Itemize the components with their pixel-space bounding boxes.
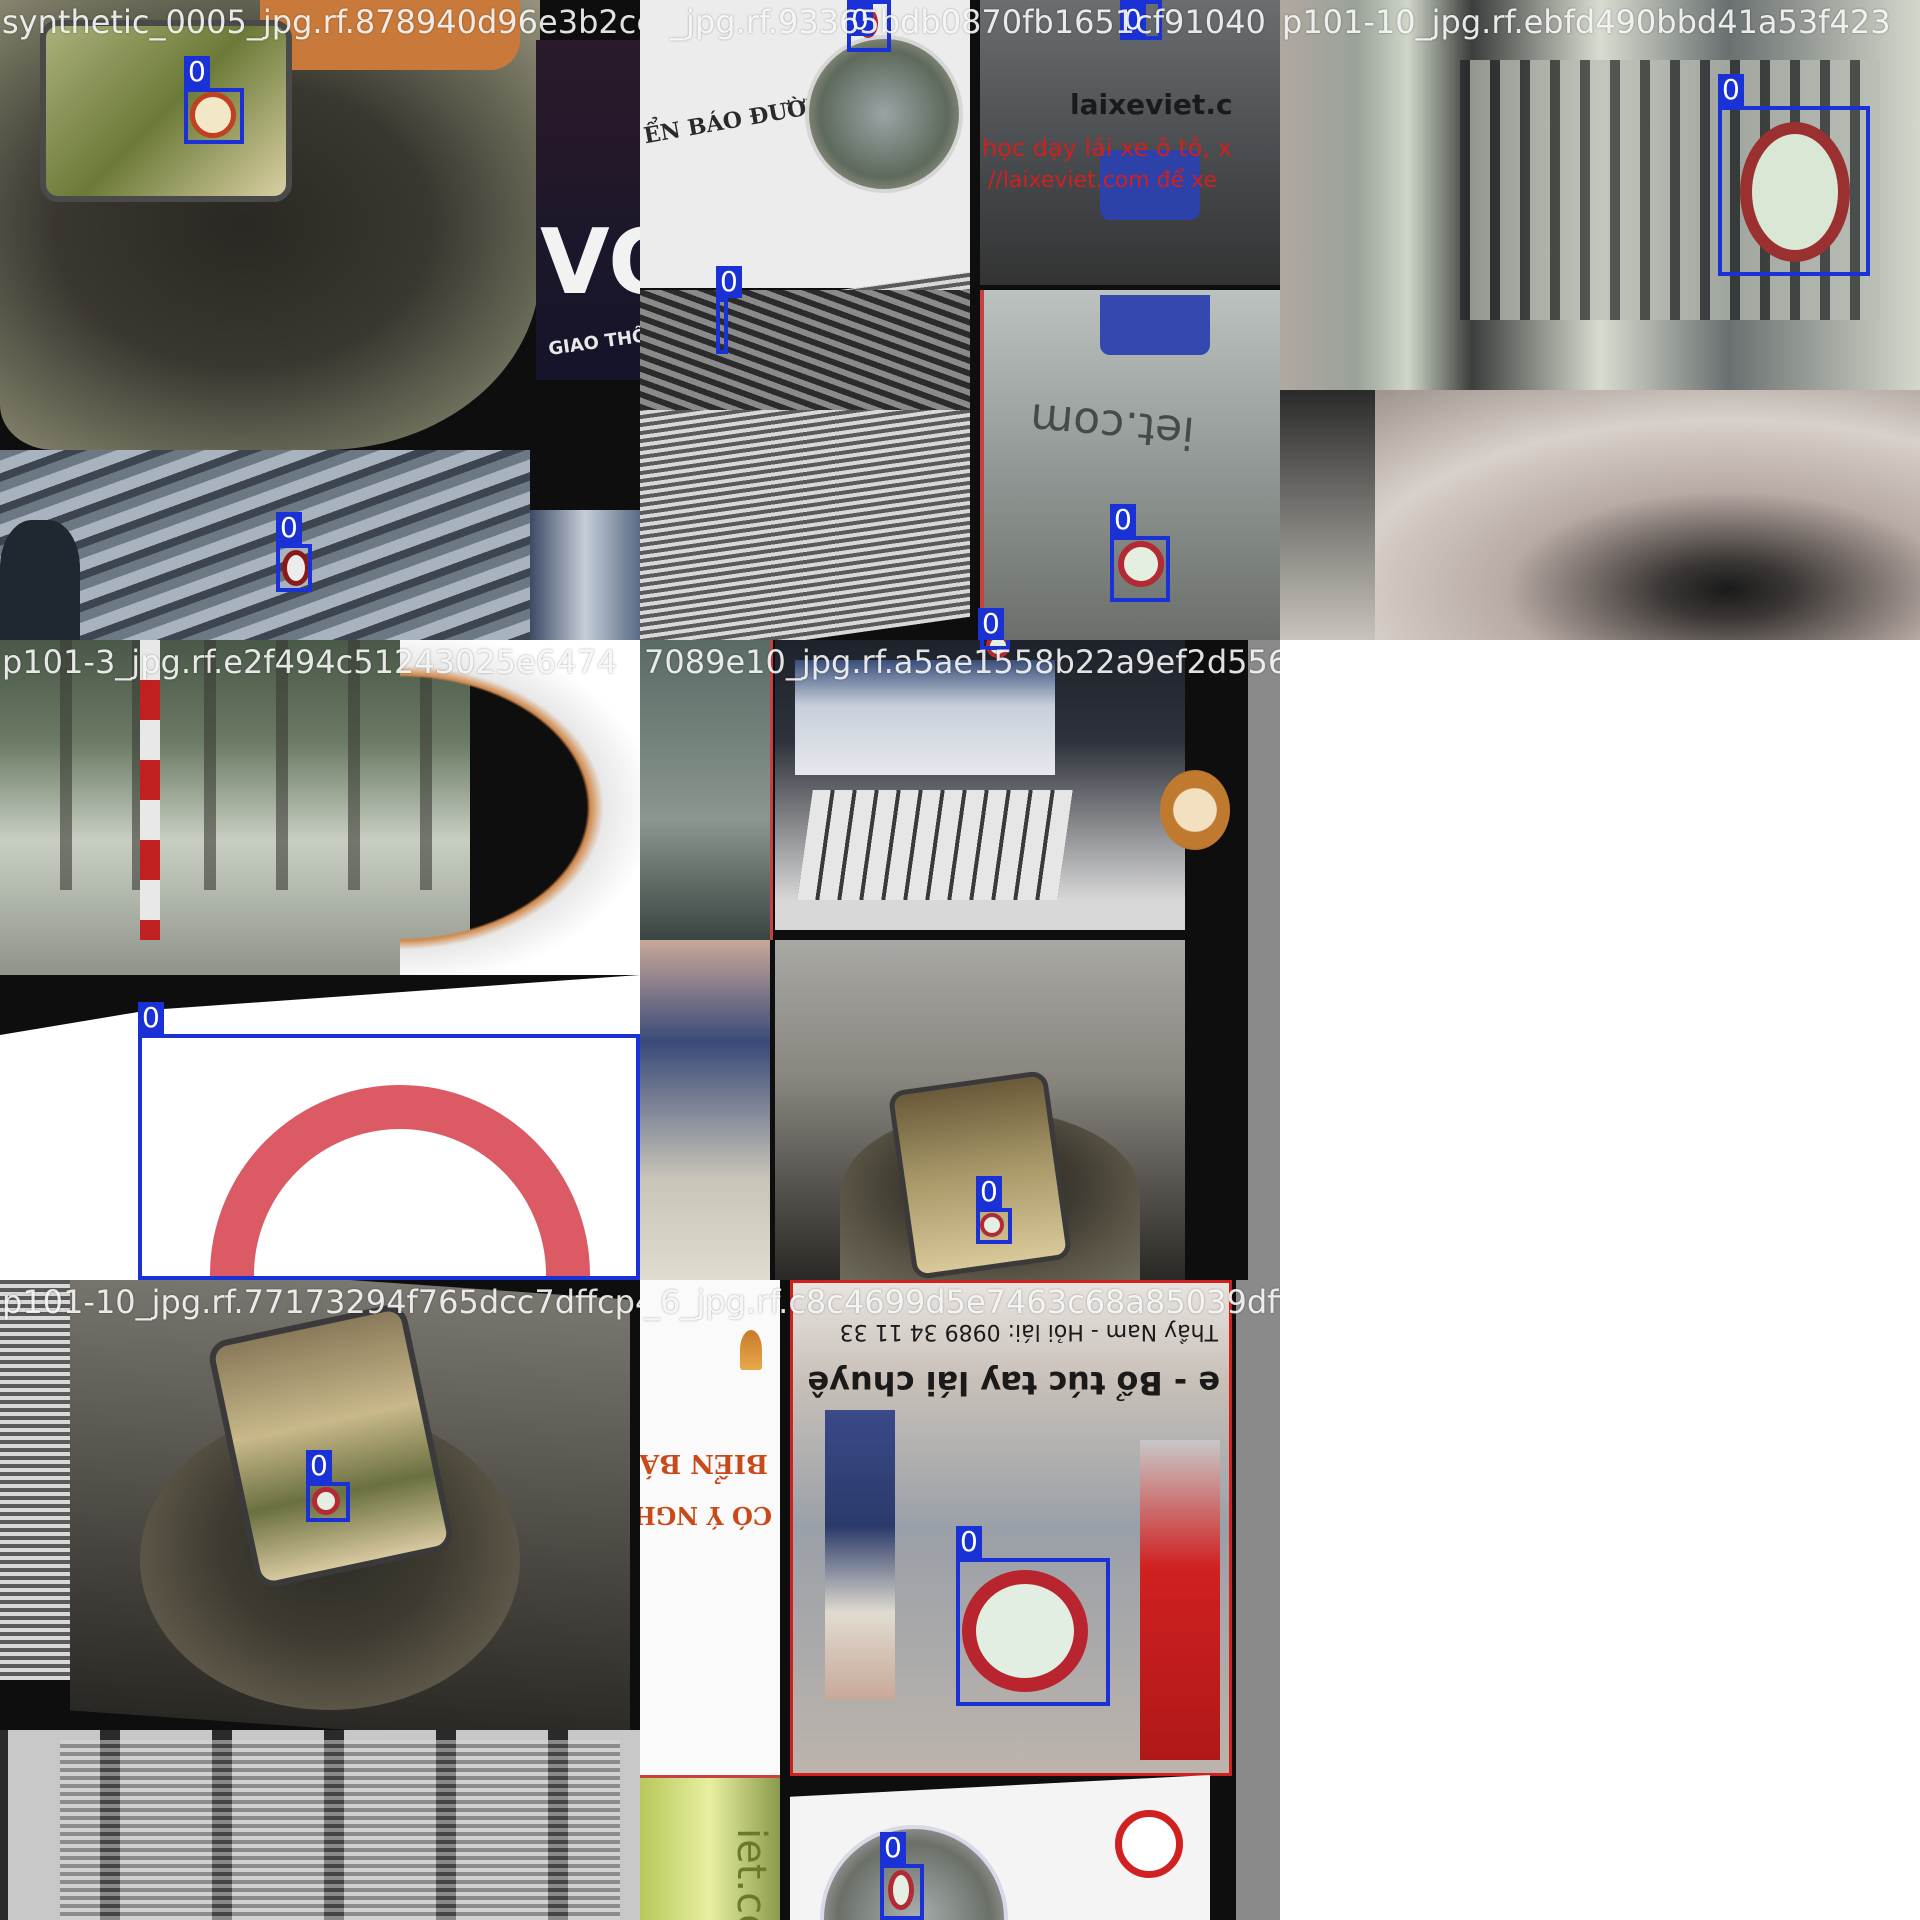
road-sign	[190, 92, 236, 138]
site-url-text: //laixeviet.com để xe	[988, 168, 1218, 193]
detection-box: 0	[306, 1450, 350, 1522]
tree-trunks	[0, 640, 470, 890]
tile-filename-label: 7089e10_jpg.rf.a5ae1558b22a9ef2d5569ca09	[644, 643, 1280, 681]
detection-box: 0	[847, 0, 891, 52]
wall-top-photo	[640, 290, 970, 410]
driving-sim-photo	[980, 0, 1280, 285]
tile-filename-label: synthetic_0005_jpg.rf.878940d96e3b2ce84	[2, 3, 640, 41]
mosaic-tile-6: 0 p101-10_jpg.rf.77173294f765dcc7dffcp42…	[0, 1280, 640, 1920]
detection-box: 0	[184, 56, 244, 144]
brand-poster	[536, 40, 640, 380]
sim-road-photo	[640, 1775, 780, 1920]
detection-class-tag: 0	[956, 1526, 982, 1558]
road-sign	[312, 1487, 340, 1515]
detection-class-tag: 0	[716, 266, 742, 298]
sim-car-top	[1100, 295, 1210, 355]
road-sign	[888, 1870, 914, 1910]
detection-box	[980, 640, 1010, 650]
detection-class-tag: 0	[880, 1832, 906, 1864]
detection-class-tag: 0	[1120, 4, 1146, 36]
site-slogan-text: học dạy lái xe ô tô, x	[982, 134, 1232, 162]
hotline-phone-text: Thầy Nam - Hỏi lái: 0989 34 11 33	[839, 1319, 1218, 1344]
shutter-photo	[0, 1280, 70, 1680]
banner-title-text: BIỂN BÁO 101	[640, 1448, 768, 1478]
sim-road-photo	[640, 640, 773, 940]
sign-pole	[140, 640, 160, 940]
face-closeup-photo	[1280, 390, 1920, 640]
side-strip-photo	[530, 510, 640, 640]
street-photo-circle	[805, 35, 963, 193]
tile-filename-label: _6_jpg.rf.c8c4699d5e7463c68a85039dff	[644, 1283, 1280, 1321]
detection-box: 0	[276, 512, 312, 592]
detection-box: 0	[1718, 74, 1870, 276]
grey-margin	[1248, 640, 1280, 1280]
detection-box: 0	[716, 266, 742, 354]
motorbike-shadow	[0, 520, 80, 640]
road-sign	[282, 550, 310, 586]
site-url-mirrored-text: iet.com	[728, 1828, 774, 1920]
road-sign	[962, 1570, 1088, 1692]
laptop-screen	[795, 660, 1055, 775]
grey-margin	[1236, 1280, 1280, 1920]
banner-logo	[740, 1330, 762, 1370]
person-red-shirt	[1140, 1440, 1220, 1760]
road-surface-photo	[0, 450, 530, 640]
detection-class-tag: 0	[184, 56, 210, 88]
site-name-text: laixeviet.c	[1070, 88, 1233, 121]
person-blue-shirt	[825, 1410, 895, 1700]
side-border-photo	[1280, 390, 1375, 640]
shirt-orange	[260, 0, 520, 70]
poster-strip-photo	[640, 940, 770, 1280]
detection-box: 0	[956, 1526, 1110, 1706]
banner-sub-text: CÓ Ý NGHĨA G	[640, 1501, 772, 1530]
sign-edge	[400, 640, 640, 975]
tile-filename-label: _jpg.rf.93365bdb0870fb1651cf91040	[670, 3, 1266, 41]
hotline-text: e - Bổ túc tay lái chuyê	[807, 1364, 1220, 1402]
detection-box: 0	[138, 1002, 640, 1280]
detection-class-tag: 0	[978, 608, 1004, 640]
laptop-keyboard	[797, 790, 1073, 900]
detection-class-tag: 0	[138, 1002, 164, 1034]
road-sign	[980, 1213, 1004, 1237]
sim-car	[1100, 150, 1200, 220]
detection-box: 0	[1110, 504, 1170, 602]
tile-filename-label: p101-10_jpg.rf.ebfd490bbd41a53f423	[1282, 3, 1891, 41]
detection-class-tag: 0	[976, 1176, 1002, 1208]
mosaic-tile-1: 0 VO GIAO THÔNG 0 synthetic_0005_jpg.rf.…	[0, 0, 640, 640]
mosaic-tile-4: 0 p101-3_jpg.rf.e2f494c51243025e6474	[0, 640, 640, 1280]
detection-class-tag: 0	[306, 1450, 332, 1482]
alarm-clock	[1160, 770, 1230, 850]
detection-class-tag: 0	[1718, 74, 1744, 106]
detection-class-tag: 0	[847, 4, 873, 36]
detection-class-tag: 0	[276, 512, 302, 544]
mosaic-tile-2: ỂN BÁO ĐƯỜNG CẤM 0 laixeviet.c học dạy l…	[640, 0, 1280, 640]
phone-screen	[40, 20, 292, 202]
tile-filename-label: p101-3_jpg.rf.e2f494c51243025e6474	[2, 643, 618, 681]
detection-box: 0	[880, 1832, 924, 1920]
detection-class-tag: 0	[1110, 504, 1136, 536]
detection-box: 0	[1120, 0, 1162, 40]
mosaic-tile-5: 0 7089e10_jpg.rf.a5ae1558b22a9ef2d5569ca…	[640, 640, 1280, 1280]
brand-partial-text: VO	[540, 210, 640, 315]
road-sign	[1118, 541, 1164, 587]
shutter-slats	[60, 1740, 620, 1920]
red-logo-circle	[1115, 1810, 1183, 1878]
mosaic-tile-empty	[1280, 640, 1920, 1920]
mosaic-tile-3: 0 p101-10_jpg.rf.ebfd490bbd41a53f423	[1280, 0, 1920, 640]
tile-filename-label: p101-10_jpg.rf.77173294f765dcc7dffcp4203	[2, 1283, 640, 1321]
mosaic-tile-7: BIỂN BÁO 101 CÓ Ý NGHĨA G Thầy Nam - Hỏi…	[640, 1280, 1280, 1920]
detection-box: 0	[976, 1176, 1012, 1244]
